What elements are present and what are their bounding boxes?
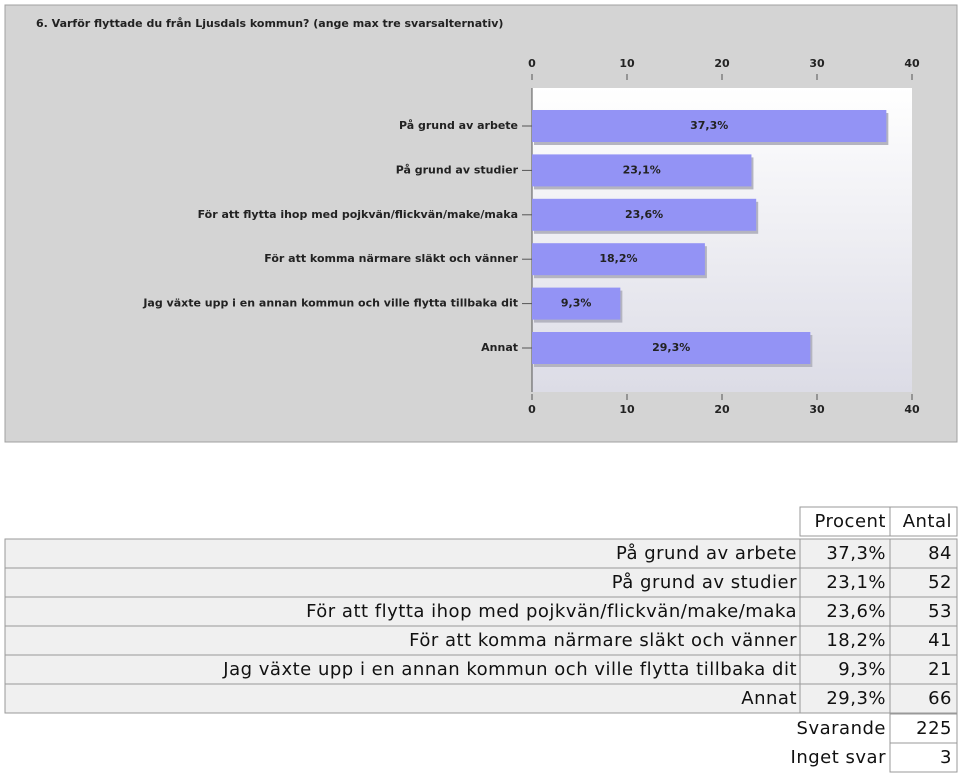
row-count: 52 (928, 572, 952, 593)
table-cell (889, 742, 958, 773)
table-cell (4, 596, 801, 627)
category-label: Jag växte upp i en annan kommun och vill… (142, 297, 518, 310)
value-label: 29,3% (652, 341, 690, 354)
table-cell (799, 683, 891, 714)
row-label: För att flytta ihop med pojkvän/flickvän… (306, 601, 797, 622)
table-header: Antal (903, 511, 952, 532)
x-tick-label: 10 (619, 57, 635, 70)
table-cell (799, 654, 891, 685)
summary-value: 3 (940, 747, 952, 768)
table-cell (889, 506, 958, 537)
row-count: 21 (928, 659, 952, 680)
table-cell (889, 596, 958, 627)
x-tick-label: 10 (619, 403, 635, 416)
row-label: På grund av studier (612, 572, 797, 593)
x-tick-label: 0 (528, 57, 536, 70)
row-label: För att komma närmare släkt och vänner (409, 630, 797, 651)
x-tick-label: 30 (809, 403, 825, 416)
table-cell (799, 567, 891, 598)
row-count: 84 (928, 543, 952, 564)
x-tick-label: 0 (528, 403, 536, 416)
category-label: Annat (481, 341, 518, 354)
x-tick-label: 40 (904, 403, 920, 416)
row-percent: 37,3% (826, 543, 886, 564)
x-tick-label: 40 (904, 57, 920, 70)
table-cell (889, 625, 958, 656)
row-percent: 9,3% (838, 659, 886, 680)
row-label: På grund av arbete (616, 543, 797, 564)
bar (532, 110, 887, 142)
value-label: 18,2% (599, 252, 637, 265)
row-percent: 23,6% (826, 601, 886, 622)
table-cell (889, 713, 958, 744)
row-percent: 29,3% (826, 688, 886, 709)
row-count: 66 (928, 688, 952, 709)
bar (532, 154, 752, 187)
value-label: 37,3% (690, 119, 728, 132)
table-header: Procent (815, 511, 887, 532)
table-cell (4, 567, 801, 598)
summary-label: Inget svar (791, 747, 887, 768)
table-cell (4, 625, 801, 656)
row-count: 41 (928, 630, 952, 651)
category-label: På grund av arbete (399, 119, 518, 132)
bar (532, 332, 811, 364)
table-cell (4, 654, 801, 685)
bar (532, 243, 705, 276)
x-tick-label: 30 (809, 57, 825, 70)
x-tick-label: 20 (714, 403, 730, 416)
bar (532, 287, 621, 320)
table-cell (889, 538, 958, 569)
category-label: För att komma närmare släkt och vänner (264, 252, 518, 265)
category-label: På grund av studier (396, 163, 519, 176)
category-label: För att flytta ihop med pojkvän/flickvän… (198, 208, 518, 221)
table-cell (799, 506, 891, 537)
value-label: 23,6% (625, 208, 663, 221)
x-tick-label: 20 (714, 57, 730, 70)
value-label: 23,1% (623, 163, 661, 176)
value-label: 9,3% (561, 297, 592, 310)
row-percent: 18,2% (826, 630, 886, 651)
row-count: 53 (928, 601, 952, 622)
table-cell (4, 683, 801, 714)
table-cell (889, 683, 958, 714)
summary-value: 225 (916, 718, 952, 739)
row-percent: 23,1% (826, 572, 886, 593)
table-cell (799, 625, 891, 656)
row-label: Jag växte upp i en annan kommun och vill… (222, 659, 797, 680)
summary-label: Svarande (797, 718, 886, 739)
row-label: Annat (741, 688, 797, 709)
chart-title: 6. Varför flyttade du från Ljusdals komm… (36, 17, 503, 30)
bar (532, 198, 757, 231)
